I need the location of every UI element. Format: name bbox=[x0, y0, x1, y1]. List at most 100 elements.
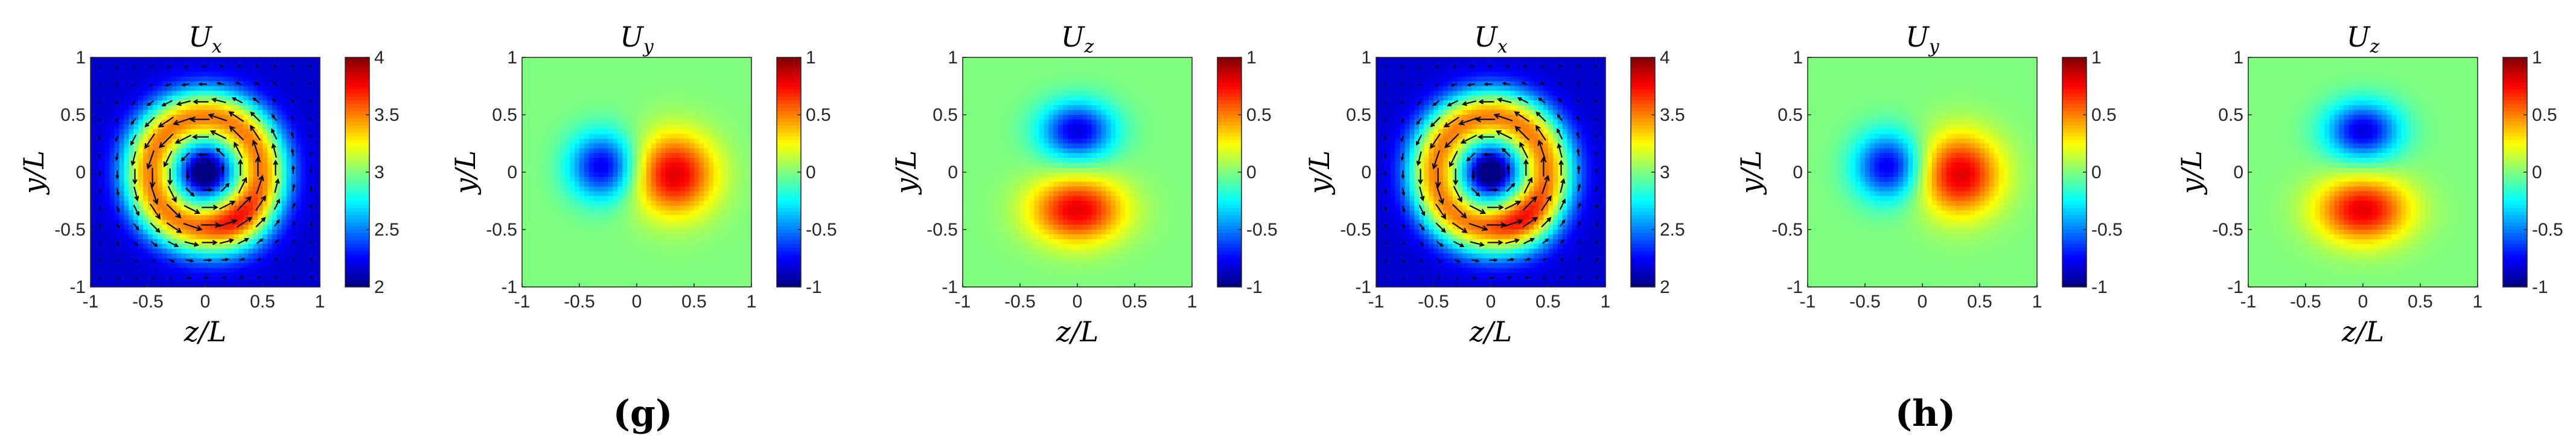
heatmap-cell bbox=[684, 129, 690, 135]
heatmap-cell bbox=[546, 138, 552, 144]
heatmap-cell bbox=[727, 172, 733, 178]
chart-title-subscript: x bbox=[212, 36, 222, 57]
heatmap-cell bbox=[641, 172, 647, 178]
heatmap-cell bbox=[680, 148, 685, 153]
heatmap-cell bbox=[267, 100, 273, 106]
quiver-arrow-head bbox=[115, 65, 118, 69]
heatmap-cell bbox=[617, 124, 623, 130]
heatmap-cell bbox=[205, 243, 211, 249]
quiver-arrow-head bbox=[171, 259, 176, 263]
heatmap-cell bbox=[546, 91, 552, 96]
heatmap-cell bbox=[243, 172, 249, 178]
heatmap-cell bbox=[209, 76, 215, 82]
heatmap-cell bbox=[209, 172, 215, 178]
heatmap-cell bbox=[708, 129, 714, 135]
heatmap-cell bbox=[205, 210, 211, 216]
heatmap-cell bbox=[209, 62, 215, 68]
heatmap-cell bbox=[575, 230, 580, 235]
heatmap-cell bbox=[248, 105, 253, 111]
heatmap-cell bbox=[531, 248, 537, 254]
heatmap-cell bbox=[608, 258, 614, 264]
heatmap-cell bbox=[575, 62, 580, 68]
heatmap-cell bbox=[617, 272, 623, 278]
heatmap-cell bbox=[267, 201, 273, 207]
heatmap-cell bbox=[670, 81, 675, 87]
heatmap-cell bbox=[627, 133, 633, 140]
heatmap-cell bbox=[732, 158, 738, 163]
heatmap-cell bbox=[732, 100, 738, 106]
heatmap-cell bbox=[229, 62, 235, 68]
heatmap-cell bbox=[224, 76, 230, 82]
heatmap-cell bbox=[565, 268, 570, 273]
heatmap-cell bbox=[742, 258, 747, 264]
heatmap-cell bbox=[641, 191, 647, 197]
heatmap-cell bbox=[598, 66, 604, 72]
heatmap-cell bbox=[238, 230, 244, 235]
heatmap-cell bbox=[253, 129, 258, 135]
heatmap-cell bbox=[138, 115, 144, 120]
heatmap-cell bbox=[646, 263, 652, 268]
heatmap-cell bbox=[670, 191, 675, 197]
heatmap-cell bbox=[675, 210, 680, 216]
heatmap-cell bbox=[598, 181, 604, 187]
heatmap-cell bbox=[655, 95, 662, 101]
heatmap-cell bbox=[584, 196, 590, 202]
heatmap-cell bbox=[291, 162, 297, 168]
heatmap-cell bbox=[627, 153, 633, 158]
heatmap-cell bbox=[708, 243, 714, 249]
heatmap-cell bbox=[718, 248, 724, 254]
heatmap-cell bbox=[196, 220, 201, 225]
heatmap-cell bbox=[698, 138, 704, 144]
heatmap-cell bbox=[565, 62, 570, 68]
heatmap-cell bbox=[291, 71, 297, 77]
heatmap-cell bbox=[214, 71, 220, 77]
heatmap-cell bbox=[675, 91, 680, 96]
heatmap-cell bbox=[91, 115, 96, 120]
heatmap-cell bbox=[119, 153, 125, 158]
heatmap-cell bbox=[598, 263, 604, 268]
x-tick-label: 0 bbox=[200, 292, 211, 312]
heatmap-cell bbox=[243, 263, 249, 268]
heatmap-cell bbox=[541, 243, 547, 249]
heatmap-cell bbox=[138, 124, 144, 130]
heatmap-cell bbox=[646, 110, 652, 115]
heatmap-cell bbox=[570, 181, 575, 187]
heatmap-cell bbox=[565, 81, 570, 87]
heatmap-cell bbox=[570, 66, 575, 72]
heatmap-cell bbox=[588, 129, 595, 135]
heatmap-cell bbox=[622, 91, 628, 96]
heatmap-cell bbox=[675, 62, 680, 68]
heatmap-cell bbox=[104, 186, 110, 192]
heatmap-cell bbox=[224, 133, 230, 140]
colorbar-swatch bbox=[345, 140, 369, 144]
quiver-arrow-head bbox=[98, 172, 101, 176]
heatmap-cell bbox=[104, 277, 110, 283]
heatmap-cell bbox=[171, 119, 177, 125]
heatmap-cell bbox=[281, 71, 287, 77]
heatmap-cell bbox=[119, 220, 125, 225]
heatmap-cell bbox=[162, 138, 168, 144]
heatmap-cell bbox=[560, 196, 566, 202]
heatmap-cell bbox=[209, 115, 215, 120]
heatmap-cell bbox=[698, 239, 704, 245]
heatmap-cell bbox=[214, 105, 220, 111]
heatmap-cell bbox=[219, 176, 225, 182]
heatmap-cell bbox=[565, 243, 570, 249]
heatmap-cell bbox=[243, 95, 249, 101]
heatmap-cell bbox=[613, 110, 618, 115]
heatmap-cell bbox=[660, 124, 666, 130]
heatmap-cell bbox=[637, 176, 642, 182]
heatmap-cell bbox=[713, 71, 719, 77]
quiver-arrow-head bbox=[146, 163, 152, 170]
heatmap-cell bbox=[114, 277, 120, 283]
heatmap-cell bbox=[550, 86, 556, 92]
heatmap-cell bbox=[138, 225, 144, 230]
heatmap-cell bbox=[722, 100, 728, 106]
heatmap-cell bbox=[148, 110, 153, 115]
heatmap-cell bbox=[91, 210, 96, 216]
heatmap-cell bbox=[546, 268, 552, 273]
heatmap-cell bbox=[296, 66, 301, 72]
heatmap-cell bbox=[694, 119, 700, 125]
heatmap-cell bbox=[191, 91, 196, 96]
heatmap-cell bbox=[291, 263, 297, 268]
